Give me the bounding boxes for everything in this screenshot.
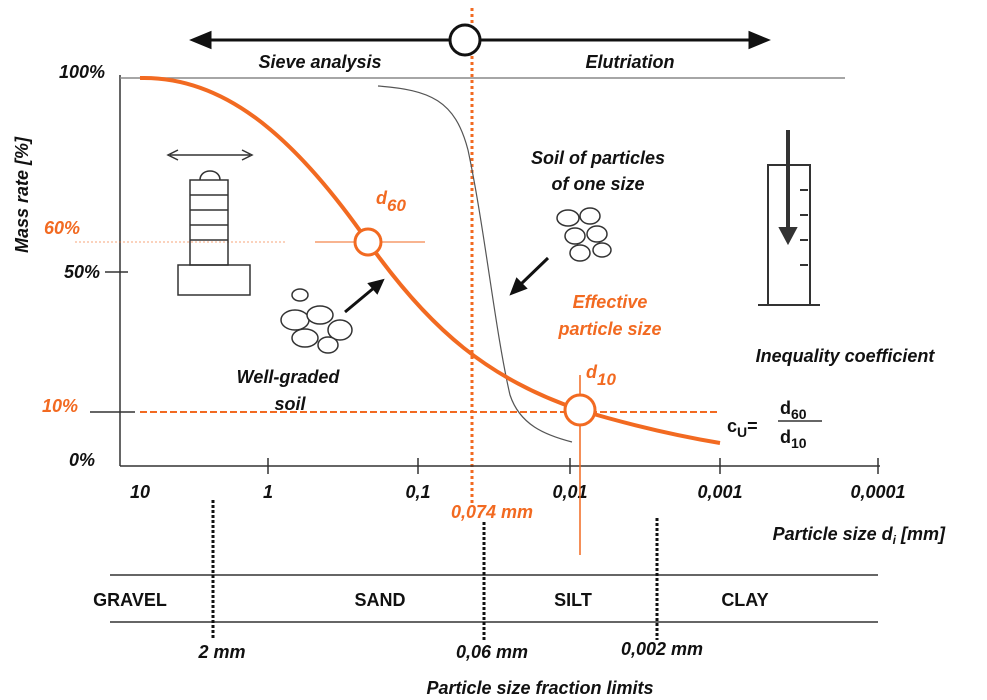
reference-lines [75, 242, 720, 555]
annotation: Effective [573, 292, 648, 312]
d10-point [565, 395, 595, 425]
fraction-name: GRAVEL [93, 590, 167, 610]
fraction-limit: 0,002 mm [621, 639, 703, 659]
method-label: Elutriation [586, 52, 675, 72]
x-tick-label: 0,0001 [850, 482, 905, 502]
axes [90, 75, 880, 474]
fraction-limit: 2 mm [197, 642, 245, 662]
graded-curve [140, 78, 720, 443]
coefficient-denominator: d10 [780, 427, 807, 451]
d10-label: d10 [586, 362, 616, 389]
pointer-arrows [345, 258, 548, 312]
x-axis-title: Particle size di [mm] [773, 524, 946, 547]
x-tick-label: 0,01 [552, 482, 587, 502]
annotation: particle size [557, 319, 661, 339]
sieve-icon [168, 150, 252, 295]
annotation: Soil of particles [531, 148, 665, 168]
x-tick-label: 1 [263, 482, 273, 502]
y-tick-label: 10% [42, 396, 78, 416]
method-divider [450, 25, 480, 55]
annotation: of one size [551, 174, 644, 194]
x-tick-label: 10 [130, 482, 150, 502]
fraction-name: SAND [354, 590, 405, 610]
coefficient-numerator: d60 [780, 398, 807, 422]
y-tick-label: 60% [44, 218, 80, 238]
marker-label: 0,074 mm [451, 502, 533, 522]
y-tick-label: 100% [59, 62, 105, 82]
x-tick-label: 0,1 [405, 482, 430, 502]
y-tick-label: 50% [64, 262, 100, 282]
y-tick-label: 0% [69, 450, 95, 470]
annotation: Well-graded [237, 367, 341, 387]
method-label: Sieve analysis [258, 52, 381, 72]
y-axis-title: Mass rate [%] [12, 136, 32, 253]
diagram: Sieve analysis Elutriation Mass rate [%]… [0, 0, 987, 700]
fraction-limit: 0,06 mm [456, 642, 528, 662]
d60-label: d60 [376, 188, 406, 215]
fraction-name: SILT [554, 590, 592, 610]
fraction-name: CLAY [721, 590, 768, 610]
cylinder-icon [758, 130, 820, 305]
d60-point [355, 229, 381, 255]
coefficient-title: Inequality coefficient [756, 346, 936, 366]
fraction-title: Particle size fraction limits [426, 678, 653, 698]
fraction-limit-lines [213, 500, 657, 640]
annotation: soil [274, 394, 306, 414]
coefficient-formula: cU= [727, 416, 758, 440]
x-tick-label: 0,001 [697, 482, 742, 502]
